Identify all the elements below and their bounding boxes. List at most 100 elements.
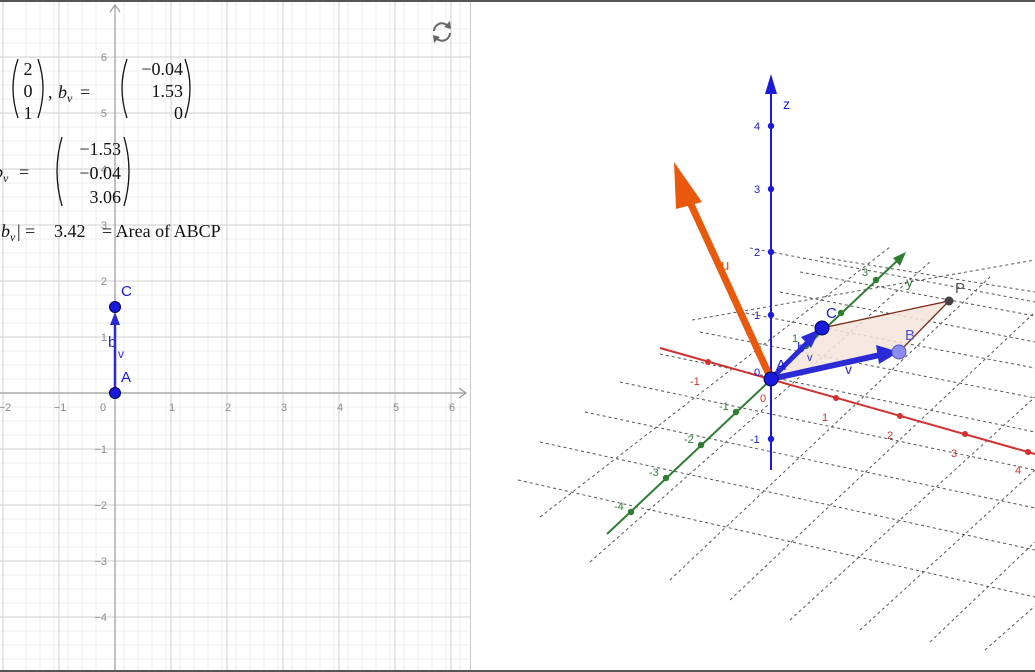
point-c-2d[interactable] bbox=[109, 301, 121, 313]
x3d-tick: 3 bbox=[951, 448, 957, 460]
x-tick: 3 bbox=[281, 402, 287, 414]
point-c-3d-label: C bbox=[826, 305, 837, 322]
x-tick-labels-2d: −2 −1 0 1 2 3 4 5 6 bbox=[0, 402, 455, 414]
algebra-text: 2 0 1 , b v = −0.04 1.53 0 b v = −1.53 bbox=[0, 58, 221, 244]
vector-bv-3d-sub: v bbox=[807, 352, 813, 364]
y-tick: −3 bbox=[94, 556, 107, 568]
point-p-3d[interactable] bbox=[944, 296, 954, 306]
vector-u-3d[interactable] bbox=[674, 162, 775, 381]
matrix-a-entry: 2 bbox=[24, 59, 33, 79]
point-b-3d[interactable] bbox=[891, 344, 907, 360]
y-axis-label: y bbox=[906, 274, 913, 290]
y-tick: 3 bbox=[101, 220, 107, 232]
x3d-tick: 0 bbox=[760, 393, 766, 405]
y-tick: 1 bbox=[101, 332, 107, 344]
magnitude-value: 3.42 bbox=[54, 221, 86, 241]
cross-symbol: b bbox=[0, 162, 3, 182]
z3d-tick: 1 bbox=[754, 310, 760, 322]
z-axis-3d bbox=[765, 74, 777, 470]
matrix-a-right-paren bbox=[37, 58, 44, 119]
reset-button[interactable] bbox=[428, 18, 456, 46]
graph-2d-canvas[interactable]: −2 −1 0 1 2 3 4 5 6 6 5 4 3 2 1 −1 −2 −3 bbox=[0, 2, 470, 670]
y-axis-arrow bbox=[109, 3, 121, 13]
vector-bv-label: b bbox=[108, 334, 116, 351]
matrix-a-entry: 1 bbox=[24, 103, 33, 123]
point-a-2d[interactable] bbox=[109, 387, 121, 399]
area-text: = Area of ABCP bbox=[102, 221, 221, 241]
magnitude-bar: | = bbox=[17, 221, 35, 241]
magnitude-symbol: b bbox=[1, 221, 10, 241]
z3d-tick: 3 bbox=[754, 184, 760, 196]
vector-bv-2d[interactable] bbox=[110, 312, 120, 393]
b-symbol: b bbox=[58, 82, 67, 102]
x-tick: 6 bbox=[449, 402, 455, 414]
y-tick: 2 bbox=[101, 276, 107, 288]
matrix-b-entry: 0 bbox=[174, 103, 183, 123]
major-grid bbox=[0, 2, 470, 670]
b-subscript: v bbox=[67, 91, 73, 105]
matrix-a-left-paren bbox=[12, 58, 19, 119]
y3d-tick: -2 bbox=[684, 434, 694, 446]
y3d-tick: 1 bbox=[792, 333, 798, 345]
y3d-tick: 3 bbox=[862, 267, 868, 279]
separator-comma: , bbox=[48, 82, 53, 102]
x-tick-labels-3d: -1 0 1 2 3 4 bbox=[690, 376, 1021, 477]
matrix-b-entry: 1.53 bbox=[152, 81, 184, 101]
y3d-tick: -4 bbox=[614, 501, 624, 513]
y3d-tick: -1 bbox=[719, 401, 729, 413]
vector-u-label: u bbox=[721, 257, 729, 274]
matrix-cross-entry: −0.04 bbox=[79, 163, 121, 183]
y-tick: −1 bbox=[94, 444, 107, 456]
matrix-cross-right-paren bbox=[123, 136, 130, 207]
z3d-tick: -1 bbox=[750, 434, 760, 446]
x-tick: −2 bbox=[0, 402, 11, 414]
graph-3d-canvas[interactable]: -1 0 1 2 3 4 -4 -3 bbox=[471, 2, 1035, 670]
equals-sign: = bbox=[80, 82, 90, 102]
matrix-b-right-paren bbox=[184, 58, 191, 119]
vector-v-3d[interactable] bbox=[770, 345, 899, 382]
point-a-3d[interactable] bbox=[763, 371, 779, 387]
x-tick: −1 bbox=[54, 402, 67, 414]
point-c-3d[interactable] bbox=[814, 320, 830, 336]
x-tick: 2 bbox=[225, 402, 231, 414]
x-tick: 1 bbox=[169, 402, 175, 414]
y-tick: 4 bbox=[101, 164, 107, 176]
cross-equals: = bbox=[19, 162, 29, 182]
xy-plane-grid bbox=[517, 246, 1035, 651]
z-tick-labels-3d: 4 3 2 1 0 -1 bbox=[750, 121, 760, 446]
matrix-a-entry: 0 bbox=[24, 81, 33, 101]
matrix-cross-left-paren bbox=[56, 136, 63, 207]
matrix-cross-entry: 3.06 bbox=[90, 187, 122, 207]
reset-icon bbox=[433, 21, 451, 43]
vector-bv-3d-label: b bbox=[797, 339, 805, 355]
x-tick: 0 bbox=[100, 402, 106, 414]
point-a-label: A bbox=[121, 369, 131, 386]
graphics-view-2d[interactable]: −2 −1 0 1 2 3 4 5 6 6 5 4 3 2 1 −1 −2 −3 bbox=[0, 2, 471, 670]
x3d-tick: 1 bbox=[822, 412, 828, 424]
point-a-3d-label: A bbox=[776, 357, 786, 374]
x-tick: 4 bbox=[337, 402, 343, 414]
y-axis-3d bbox=[606, 252, 906, 535]
matrix-cross-entry: −1.53 bbox=[79, 139, 121, 159]
graphics-view-3d[interactable]: -1 0 1 2 3 4 -4 -3 bbox=[471, 2, 1035, 670]
y-tick: −4 bbox=[94, 612, 107, 624]
y-tick: 5 bbox=[101, 108, 107, 120]
point-p-label: P bbox=[955, 280, 965, 297]
y-tick: −2 bbox=[94, 500, 107, 512]
matrix-b-left-paren bbox=[121, 58, 128, 119]
z3d-tick: 4 bbox=[754, 121, 760, 133]
x-axis-arrow bbox=[458, 387, 468, 399]
cross-subscript: v bbox=[3, 171, 9, 185]
z3d-tick: 2 bbox=[754, 247, 760, 259]
x-tick: 5 bbox=[393, 402, 399, 414]
matrix-b-entry: −0.04 bbox=[141, 59, 183, 79]
z3d-tick: 0 bbox=[754, 367, 760, 379]
y-tick-labels-3d: -4 -3 -2 -1 1 3 bbox=[614, 267, 868, 513]
y-tick-labels-2d: 6 5 4 3 2 1 −1 −2 −3 −4 bbox=[94, 52, 107, 624]
x3d-tick: 4 bbox=[1015, 465, 1021, 477]
vector-bv-3d[interactable] bbox=[769, 329, 820, 381]
x-axis-3d bbox=[659, 347, 1035, 455]
y-tick: 6 bbox=[101, 52, 107, 64]
vector-bv-sub: v bbox=[118, 347, 124, 361]
